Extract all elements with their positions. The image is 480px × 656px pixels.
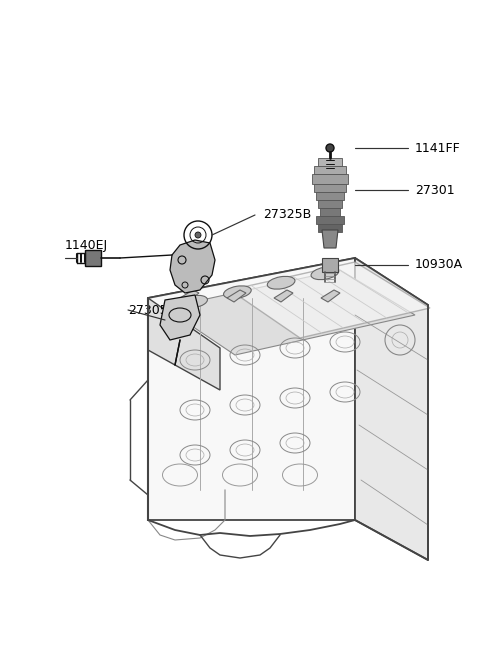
- Polygon shape: [320, 208, 340, 216]
- Polygon shape: [148, 258, 355, 520]
- Polygon shape: [318, 158, 342, 166]
- Polygon shape: [148, 258, 428, 348]
- Ellipse shape: [224, 286, 251, 298]
- Text: 1140EJ: 1140EJ: [65, 239, 108, 251]
- Polygon shape: [355, 258, 428, 560]
- Polygon shape: [230, 262, 430, 338]
- Polygon shape: [316, 192, 344, 200]
- Polygon shape: [318, 224, 342, 232]
- Polygon shape: [180, 290, 199, 302]
- Circle shape: [195, 232, 201, 238]
- Polygon shape: [85, 250, 101, 266]
- Ellipse shape: [267, 276, 295, 289]
- Polygon shape: [312, 174, 348, 184]
- Polygon shape: [227, 290, 246, 302]
- Polygon shape: [318, 200, 342, 208]
- Text: 27305: 27305: [128, 304, 168, 316]
- Polygon shape: [170, 240, 215, 293]
- Polygon shape: [165, 270, 415, 355]
- Ellipse shape: [180, 295, 207, 308]
- Polygon shape: [160, 295, 200, 340]
- Text: 27301: 27301: [415, 184, 455, 197]
- Polygon shape: [322, 258, 338, 272]
- Polygon shape: [316, 216, 344, 224]
- Polygon shape: [321, 290, 340, 302]
- Polygon shape: [314, 166, 346, 174]
- Polygon shape: [322, 230, 338, 248]
- Text: 10930A: 10930A: [415, 258, 463, 272]
- Polygon shape: [148, 298, 220, 390]
- Polygon shape: [314, 184, 346, 192]
- Circle shape: [326, 144, 334, 152]
- Text: 1141FF: 1141FF: [415, 142, 461, 155]
- Polygon shape: [274, 290, 293, 302]
- Ellipse shape: [311, 267, 339, 279]
- Text: 27325B: 27325B: [263, 209, 311, 222]
